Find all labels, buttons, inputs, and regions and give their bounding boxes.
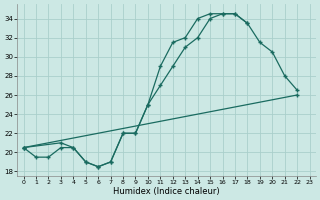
X-axis label: Humidex (Indice chaleur): Humidex (Indice chaleur) (113, 187, 220, 196)
